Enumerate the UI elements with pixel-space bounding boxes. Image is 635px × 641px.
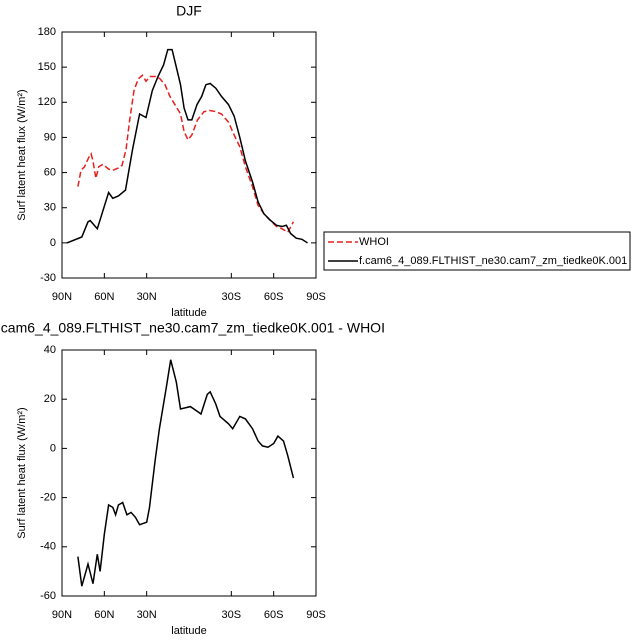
y-tick-label: 120 bbox=[38, 96, 56, 108]
y-tick-label: 30 bbox=[44, 202, 56, 214]
x-tick-label: 60N bbox=[94, 609, 114, 621]
y-tick-label: 180 bbox=[38, 26, 56, 38]
y-tick-label: 40 bbox=[44, 344, 56, 356]
y-tick-label: 0 bbox=[50, 442, 56, 454]
legend-label: f.cam6_4_089.FLTHIST_ne30.cam7_zm_tiedke… bbox=[359, 255, 627, 267]
x-tick-label: 60S bbox=[264, 609, 284, 621]
y-tick-label: -60 bbox=[40, 590, 56, 602]
x-axis-label: latitude bbox=[171, 625, 206, 637]
plot-frame bbox=[61, 31, 317, 279]
x-tick-label: 90S bbox=[306, 609, 326, 621]
y-tick-label: -20 bbox=[40, 492, 56, 504]
legend-frame bbox=[323, 231, 631, 271]
x-tick-label: 90S bbox=[306, 291, 326, 303]
x-tick-label: 30N bbox=[137, 609, 157, 621]
y-tick-label: 90 bbox=[44, 131, 56, 143]
x-tick-label: 90N bbox=[52, 291, 72, 303]
data-line bbox=[77, 74, 295, 234]
x-axis-label: latitude bbox=[171, 307, 206, 319]
y-axis-label: Surf latent heat flux (W/m²) bbox=[16, 407, 28, 538]
legend-label: WHOI bbox=[359, 236, 389, 248]
y-tick-label: 150 bbox=[38, 61, 56, 73]
y-axis-label: Surf latent heat flux (W/m²) bbox=[16, 89, 28, 220]
y-tick-label: -40 bbox=[40, 541, 56, 553]
chart-title: f.cam6_4_089.FLTHIST_ne30.cam7_zm_tiedke… bbox=[0, 320, 385, 336]
chart-title: DJF bbox=[176, 3, 202, 19]
x-tick-label: 90N bbox=[52, 609, 72, 621]
y-tick-label: 20 bbox=[44, 393, 56, 405]
x-tick-label: 30S bbox=[222, 291, 242, 303]
legend: WHOI f.cam6_4_089.FLTHIST_ne30.cam7_zm_ti… bbox=[323, 231, 631, 271]
y-tick-label: -30 bbox=[40, 272, 56, 284]
y-tick-label: 0 bbox=[50, 237, 56, 249]
data-line bbox=[77, 359, 295, 587]
x-tick-label: 30S bbox=[222, 609, 242, 621]
plot-frame bbox=[61, 349, 317, 597]
y-tick-label: 60 bbox=[44, 166, 56, 178]
x-tick-label: 60N bbox=[94, 291, 114, 303]
x-tick-label: 60S bbox=[264, 291, 284, 303]
data-line bbox=[66, 48, 308, 244]
x-tick-label: 30N bbox=[137, 291, 157, 303]
